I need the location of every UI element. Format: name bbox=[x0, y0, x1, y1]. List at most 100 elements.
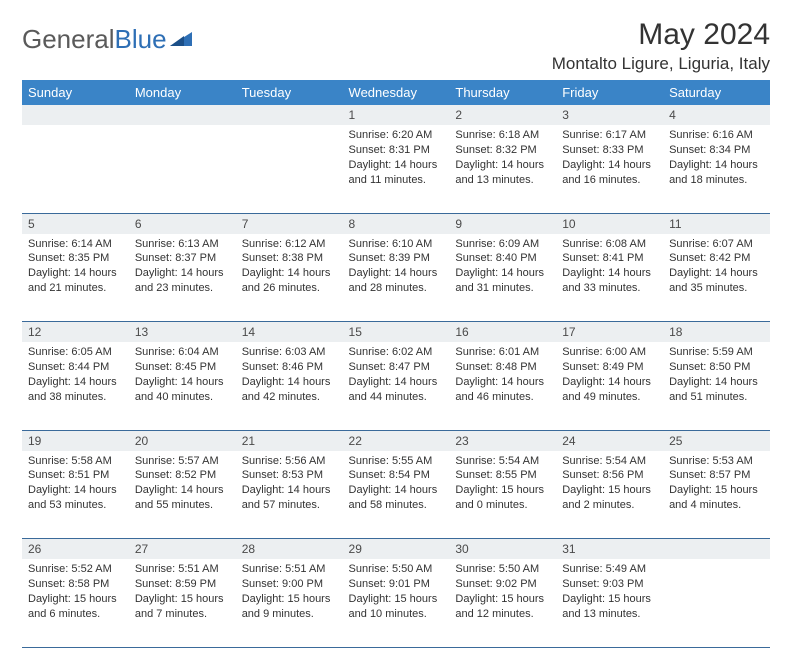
day-number-cell: 27 bbox=[129, 539, 236, 560]
day-number-cell: 17 bbox=[556, 322, 663, 343]
day-number-cell: 31 bbox=[556, 539, 663, 560]
day-content-cell bbox=[22, 125, 129, 213]
day-text: Sunrise: 6:07 AMSunset: 8:42 PMDaylight:… bbox=[663, 234, 770, 302]
day-number-cell: 13 bbox=[129, 322, 236, 343]
day-content-cell bbox=[129, 125, 236, 213]
day-content-row: Sunrise: 5:52 AMSunset: 8:58 PMDaylight:… bbox=[22, 559, 770, 647]
weekday-header: Sunday bbox=[22, 80, 129, 105]
day-text: Sunrise: 6:17 AMSunset: 8:33 PMDaylight:… bbox=[556, 125, 663, 193]
day-text: Sunrise: 5:54 AMSunset: 8:56 PMDaylight:… bbox=[556, 451, 663, 519]
day-number-row: 567891011 bbox=[22, 213, 770, 234]
day-number-cell: 9 bbox=[449, 213, 556, 234]
day-content-cell: Sunrise: 5:49 AMSunset: 9:03 PMDaylight:… bbox=[556, 559, 663, 647]
day-text: Sunrise: 5:57 AMSunset: 8:52 PMDaylight:… bbox=[129, 451, 236, 519]
day-content-cell: Sunrise: 5:54 AMSunset: 8:56 PMDaylight:… bbox=[556, 451, 663, 539]
logo-mark-icon bbox=[170, 24, 196, 55]
day-content-cell: Sunrise: 5:52 AMSunset: 8:58 PMDaylight:… bbox=[22, 559, 129, 647]
day-content-row: Sunrise: 6:05 AMSunset: 8:44 PMDaylight:… bbox=[22, 342, 770, 430]
day-number-cell: 20 bbox=[129, 430, 236, 451]
month-title: May 2024 bbox=[552, 18, 770, 52]
day-number-cell: 5 bbox=[22, 213, 129, 234]
day-number-cell: 2 bbox=[449, 105, 556, 125]
day-text: Sunrise: 5:56 AMSunset: 8:53 PMDaylight:… bbox=[236, 451, 343, 519]
day-number-cell: 8 bbox=[343, 213, 450, 234]
day-number-cell bbox=[129, 105, 236, 125]
day-number-cell: 21 bbox=[236, 430, 343, 451]
weekday-header: Tuesday bbox=[236, 80, 343, 105]
day-content-cell: Sunrise: 5:58 AMSunset: 8:51 PMDaylight:… bbox=[22, 451, 129, 539]
day-content-cell: Sunrise: 6:03 AMSunset: 8:46 PMDaylight:… bbox=[236, 342, 343, 430]
day-text: Sunrise: 6:14 AMSunset: 8:35 PMDaylight:… bbox=[22, 234, 129, 302]
day-content-cell: Sunrise: 6:18 AMSunset: 8:32 PMDaylight:… bbox=[449, 125, 556, 213]
day-number-row: 262728293031 bbox=[22, 539, 770, 560]
day-number-row: 19202122232425 bbox=[22, 430, 770, 451]
day-text: Sunrise: 6:02 AMSunset: 8:47 PMDaylight:… bbox=[343, 342, 450, 410]
day-number-cell: 16 bbox=[449, 322, 556, 343]
day-text: Sunrise: 5:53 AMSunset: 8:57 PMDaylight:… bbox=[663, 451, 770, 519]
day-content-cell: Sunrise: 5:59 AMSunset: 8:50 PMDaylight:… bbox=[663, 342, 770, 430]
day-text: Sunrise: 6:10 AMSunset: 8:39 PMDaylight:… bbox=[343, 234, 450, 302]
day-text: Sunrise: 6:05 AMSunset: 8:44 PMDaylight:… bbox=[22, 342, 129, 410]
weekday-header-row: SundayMondayTuesdayWednesdayThursdayFrid… bbox=[22, 80, 770, 105]
day-content-cell: Sunrise: 5:54 AMSunset: 8:55 PMDaylight:… bbox=[449, 451, 556, 539]
day-number-cell: 11 bbox=[663, 213, 770, 234]
day-content-cell: Sunrise: 5:51 AMSunset: 9:00 PMDaylight:… bbox=[236, 559, 343, 647]
day-content-cell: Sunrise: 6:07 AMSunset: 8:42 PMDaylight:… bbox=[663, 234, 770, 322]
day-text: Sunrise: 6:16 AMSunset: 8:34 PMDaylight:… bbox=[663, 125, 770, 193]
day-content-cell: Sunrise: 6:02 AMSunset: 8:47 PMDaylight:… bbox=[343, 342, 450, 430]
day-number-cell bbox=[236, 105, 343, 125]
calendar-table: SundayMondayTuesdayWednesdayThursdayFrid… bbox=[22, 80, 770, 648]
day-content-cell: Sunrise: 6:08 AMSunset: 8:41 PMDaylight:… bbox=[556, 234, 663, 322]
brand-part1: General bbox=[22, 24, 115, 55]
day-number-cell: 12 bbox=[22, 322, 129, 343]
day-content-cell: Sunrise: 6:17 AMSunset: 8:33 PMDaylight:… bbox=[556, 125, 663, 213]
day-content-row: Sunrise: 6:20 AMSunset: 8:31 PMDaylight:… bbox=[22, 125, 770, 213]
day-number-cell: 26 bbox=[22, 539, 129, 560]
weekday-header: Saturday bbox=[663, 80, 770, 105]
day-text: Sunrise: 5:51 AMSunset: 9:00 PMDaylight:… bbox=[236, 559, 343, 627]
day-content-cell: Sunrise: 6:01 AMSunset: 8:48 PMDaylight:… bbox=[449, 342, 556, 430]
day-text: Sunrise: 5:50 AMSunset: 9:01 PMDaylight:… bbox=[343, 559, 450, 627]
day-text: Sunrise: 5:59 AMSunset: 8:50 PMDaylight:… bbox=[663, 342, 770, 410]
day-content-cell: Sunrise: 5:50 AMSunset: 9:02 PMDaylight:… bbox=[449, 559, 556, 647]
day-content-cell: Sunrise: 5:51 AMSunset: 8:59 PMDaylight:… bbox=[129, 559, 236, 647]
header: GeneralBlue May 2024 Montalto Ligure, Li… bbox=[22, 18, 770, 74]
day-number-cell: 14 bbox=[236, 322, 343, 343]
day-content-cell: Sunrise: 5:56 AMSunset: 8:53 PMDaylight:… bbox=[236, 451, 343, 539]
day-number-cell: 25 bbox=[663, 430, 770, 451]
day-number-cell: 22 bbox=[343, 430, 450, 451]
day-number-row: 1234 bbox=[22, 105, 770, 125]
calendar-body: 1234Sunrise: 6:20 AMSunset: 8:31 PMDayli… bbox=[22, 105, 770, 647]
day-content-cell: Sunrise: 5:53 AMSunset: 8:57 PMDaylight:… bbox=[663, 451, 770, 539]
day-content-cell: Sunrise: 6:10 AMSunset: 8:39 PMDaylight:… bbox=[343, 234, 450, 322]
day-number-cell: 23 bbox=[449, 430, 556, 451]
brand-logo: GeneralBlue bbox=[22, 18, 196, 55]
weekday-header: Thursday bbox=[449, 80, 556, 105]
day-number-cell: 24 bbox=[556, 430, 663, 451]
day-number-cell: 28 bbox=[236, 539, 343, 560]
day-content-cell: Sunrise: 6:14 AMSunset: 8:35 PMDaylight:… bbox=[22, 234, 129, 322]
day-text: Sunrise: 6:03 AMSunset: 8:46 PMDaylight:… bbox=[236, 342, 343, 410]
day-number-cell: 6 bbox=[129, 213, 236, 234]
day-content-cell: Sunrise: 6:13 AMSunset: 8:37 PMDaylight:… bbox=[129, 234, 236, 322]
day-number-cell: 19 bbox=[22, 430, 129, 451]
day-content-cell: Sunrise: 6:09 AMSunset: 8:40 PMDaylight:… bbox=[449, 234, 556, 322]
day-number-cell: 18 bbox=[663, 322, 770, 343]
day-text: Sunrise: 6:18 AMSunset: 8:32 PMDaylight:… bbox=[449, 125, 556, 193]
day-number-cell: 3 bbox=[556, 105, 663, 125]
day-text: Sunrise: 5:51 AMSunset: 8:59 PMDaylight:… bbox=[129, 559, 236, 627]
day-text: Sunrise: 6:20 AMSunset: 8:31 PMDaylight:… bbox=[343, 125, 450, 193]
day-content-cell: Sunrise: 6:12 AMSunset: 8:38 PMDaylight:… bbox=[236, 234, 343, 322]
day-number-cell bbox=[663, 539, 770, 560]
day-text: Sunrise: 5:55 AMSunset: 8:54 PMDaylight:… bbox=[343, 451, 450, 519]
day-content-row: Sunrise: 6:14 AMSunset: 8:35 PMDaylight:… bbox=[22, 234, 770, 322]
day-text: Sunrise: 5:52 AMSunset: 8:58 PMDaylight:… bbox=[22, 559, 129, 627]
day-text: Sunrise: 5:50 AMSunset: 9:02 PMDaylight:… bbox=[449, 559, 556, 627]
day-number-cell: 7 bbox=[236, 213, 343, 234]
location: Montalto Ligure, Liguria, Italy bbox=[552, 54, 770, 74]
day-content-cell: Sunrise: 6:16 AMSunset: 8:34 PMDaylight:… bbox=[663, 125, 770, 213]
day-content-cell: Sunrise: 5:55 AMSunset: 8:54 PMDaylight:… bbox=[343, 451, 450, 539]
day-content-row: Sunrise: 5:58 AMSunset: 8:51 PMDaylight:… bbox=[22, 451, 770, 539]
day-number-cell: 10 bbox=[556, 213, 663, 234]
day-text: Sunrise: 6:13 AMSunset: 8:37 PMDaylight:… bbox=[129, 234, 236, 302]
